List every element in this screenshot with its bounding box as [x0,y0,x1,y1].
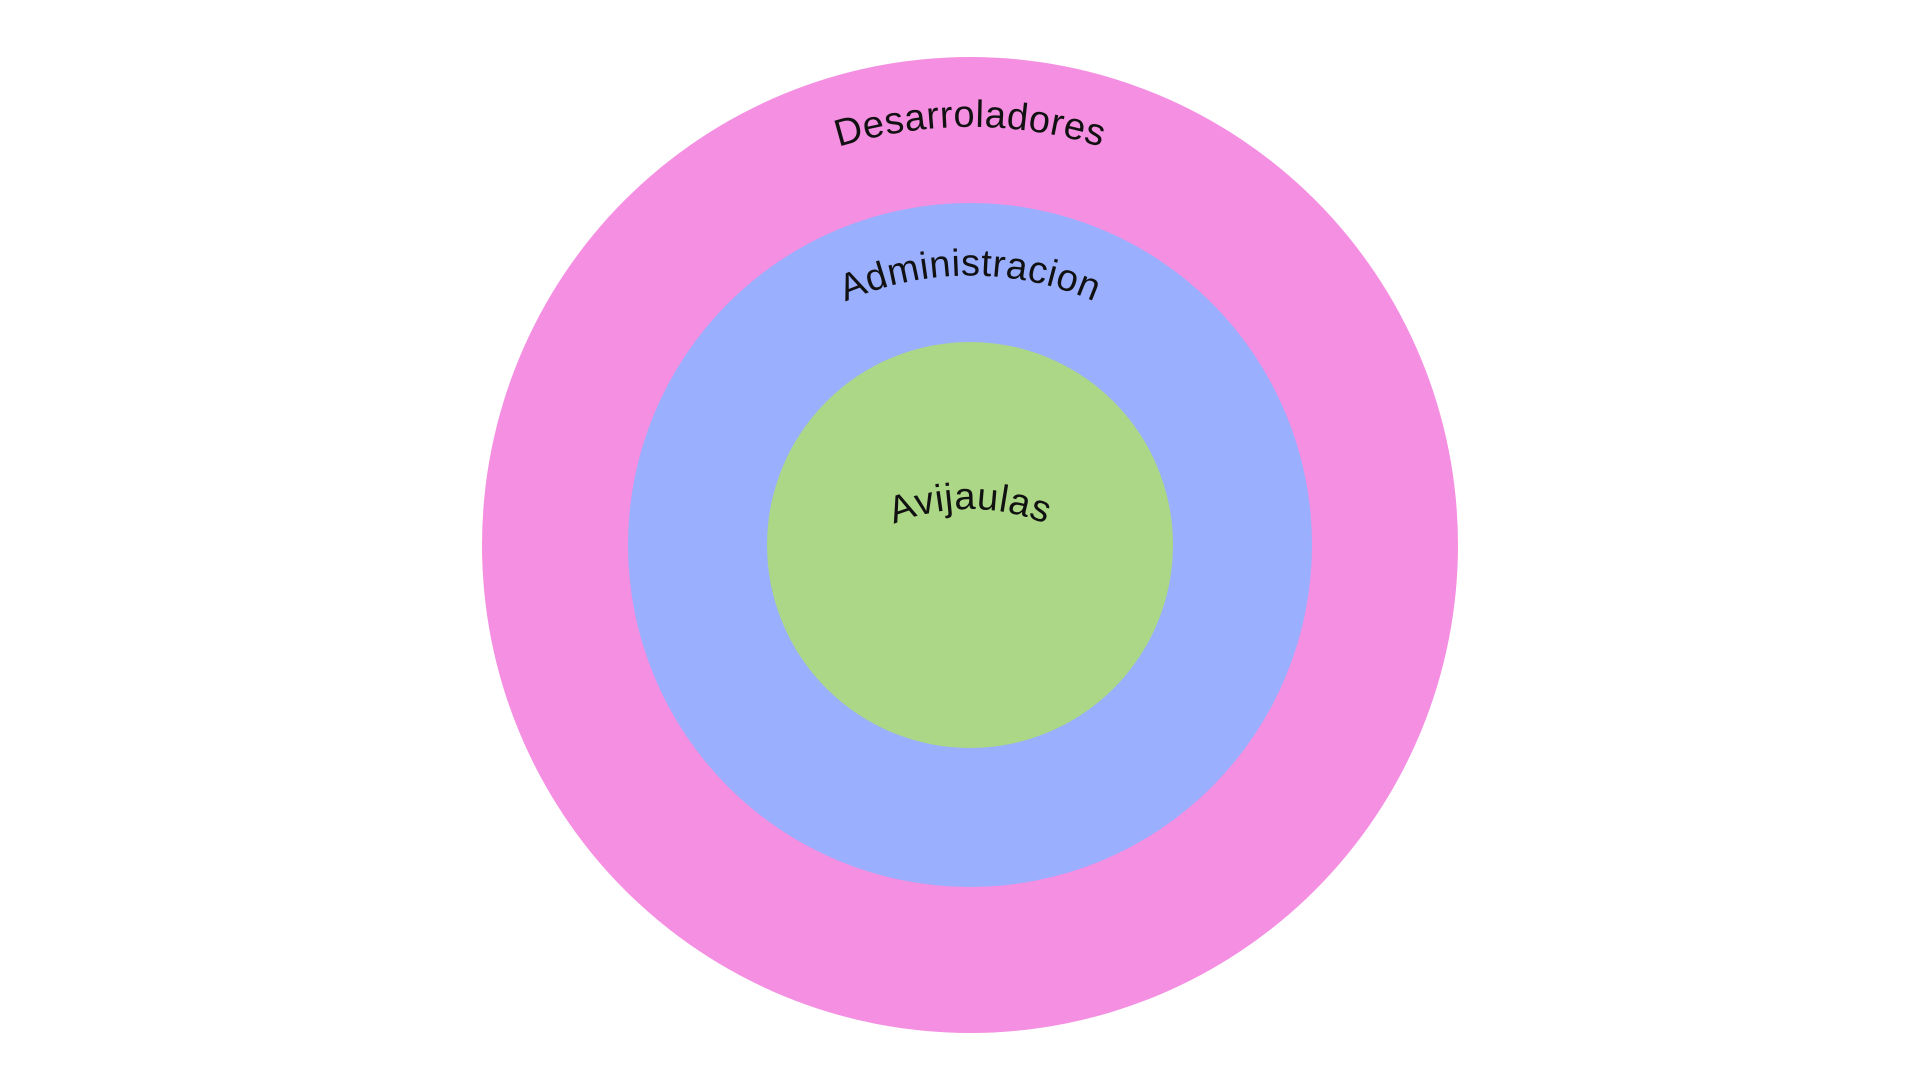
inner-circle-avijaulas [767,342,1173,748]
